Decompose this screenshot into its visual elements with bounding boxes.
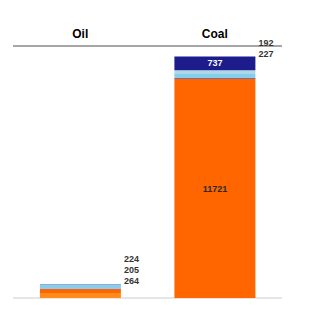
svg-text:737: 737	[207, 58, 222, 68]
svg-text:Coal: Coal	[202, 27, 228, 41]
svg-text:192: 192	[258, 38, 273, 48]
svg-text:227: 227	[258, 49, 273, 59]
svg-text:264: 264	[124, 276, 139, 286]
svg-text:11721: 11721	[203, 184, 228, 194]
svg-text:205: 205	[124, 265, 139, 275]
svg-text:Oil: Oil	[72, 27, 88, 41]
svg-text:224: 224	[124, 254, 139, 264]
